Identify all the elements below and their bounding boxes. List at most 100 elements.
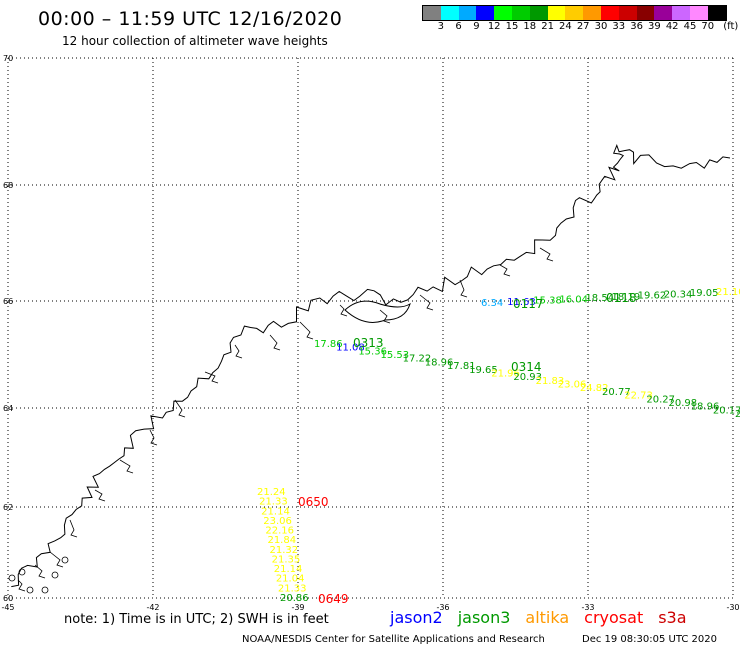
color-swatch — [565, 6, 584, 20]
color-swatch — [583, 6, 601, 20]
wave-height-value: 20.34 — [664, 289, 693, 300]
footer-note: note: 1) Time is in UTC; 2) SWH is in fe… — [64, 612, 329, 627]
latitude-label: 68 — [3, 181, 13, 190]
color-swatch — [547, 6, 566, 20]
wave-height-value: 21.14 — [274, 564, 303, 575]
fjord — [69, 519, 78, 538]
fjord — [499, 264, 511, 277]
color-scale-labels: 3 6 9 12 15 18 21 24 27 30 33 36 39 42 45 70 (ft) — [422, 21, 740, 35]
islet — [8, 574, 16, 582]
fjord — [299, 321, 314, 340]
wave-height-value: 21.83 — [536, 376, 565, 387]
color-scale-label: 12 — [487, 21, 501, 32]
wave-height-value: 20.86 — [280, 593, 309, 604]
color-scale-label: 18 — [523, 21, 537, 32]
color-scale-label: 6 — [455, 21, 462, 32]
islet — [41, 586, 49, 594]
fjord — [94, 489, 106, 502]
latitude-label: 64 — [3, 404, 13, 413]
color-swatch — [511, 6, 530, 20]
wave-height-value: 15.38 — [533, 296, 562, 307]
axis-labels: -45 -42 -39 -36 -33 -30 70 68 66 64 62 60 — [1, 54, 739, 612]
color-scale-bar — [422, 5, 727, 21]
fjord — [379, 309, 391, 324]
pass-time-label: 0117 — [513, 297, 544, 311]
pass-time-label: 0314 — [511, 360, 542, 374]
longitude-label: -45 — [1, 603, 14, 612]
pass-time-label: 0313 — [353, 336, 384, 350]
wave-height-value: 15.36 — [358, 346, 387, 357]
latitude-label: 60 — [3, 594, 13, 603]
wave-height-value: 18.54 — [585, 293, 614, 304]
wave-height-value: 21.10 — [716, 287, 740, 298]
color-swatch — [476, 6, 495, 20]
color-scale-label: 27 — [576, 21, 590, 32]
pass-time-label: 0650 — [298, 495, 329, 509]
longitude-label: -36 — [436, 603, 449, 612]
wave-height-value: 21.33 — [259, 497, 288, 508]
wave-height-value: 17.22 — [403, 354, 432, 365]
satellite-legend: jason2 jason3 altika cryosat s3a — [390, 608, 687, 627]
color-scale-label: 70 — [701, 21, 715, 32]
wave-height-value: 22.16 — [265, 526, 294, 537]
latitude-label: 70 — [3, 54, 13, 63]
wave-height-value: 17.81 — [447, 361, 476, 372]
color-swatch — [440, 6, 459, 20]
fjord — [149, 429, 158, 446]
color-swatch — [672, 6, 690, 20]
color-scale-unit: (ft) — [723, 21, 739, 32]
islet — [61, 556, 69, 564]
wave-height-value: 20.93 — [513, 372, 542, 383]
wave-height-value: 20.17 — [713, 405, 740, 416]
wave-height-value: 20.77 — [602, 387, 631, 398]
satellite-legend-cryosat: cryosat — [584, 608, 644, 627]
wave-height-value: 22.73 — [624, 391, 653, 402]
lat-lon-grid — [7, 57, 734, 599]
fjord — [174, 399, 186, 418]
color-swatch — [707, 6, 726, 20]
color-scale-label: 30 — [594, 21, 608, 32]
wave-height-value: 21.04 — [276, 574, 305, 585]
wave-height-value: 11.63 — [507, 297, 536, 308]
coastline — [11, 143, 731, 588]
fjord — [17, 579, 26, 592]
islet — [51, 571, 59, 579]
footer-credit: NOAA/NESDIS Center for Satellite Applica… — [242, 634, 545, 645]
color-swatch — [529, 6, 548, 20]
color-scale-label: 36 — [630, 21, 643, 32]
wave-height-value: 16.04 — [559, 294, 588, 305]
wave-height-value: 18.96 — [691, 402, 720, 413]
wave-height-value: 6.34 — [481, 298, 503, 309]
satellite-legend-altika: altika — [525, 608, 570, 627]
latitude-label: 62 — [3, 503, 13, 512]
color-swatch — [636, 6, 655, 20]
greenland-coastline — [8, 143, 731, 594]
island — [344, 300, 411, 323]
color-scale-label: 3 — [437, 21, 444, 32]
color-swatch — [423, 6, 441, 20]
wave-height-value: 19.62 — [638, 291, 667, 302]
wave-height-value: 23.06 — [263, 516, 292, 527]
altimeter-tracks: 21.2421.3321.1423.0622.1621.8421.3221.35… — [257, 287, 740, 606]
fjord — [49, 551, 64, 568]
longitude-label: -39 — [291, 603, 304, 612]
fjord — [459, 279, 468, 298]
wave-height-value: 24.82 — [580, 383, 609, 394]
map-title: 00:00 – 11:59 UTC 12/16/2020 — [38, 8, 343, 30]
wave-height-value: 19.05 — [690, 288, 719, 299]
fjord — [419, 294, 434, 311]
color-scale-label: 24 — [559, 21, 572, 32]
satellite-legend-jason3: jason3 — [457, 608, 511, 627]
wave-height-value: 11.08 — [336, 343, 365, 354]
islet — [26, 586, 34, 594]
fjord — [119, 459, 134, 474]
fjord — [34, 564, 46, 579]
map-subtitle: 12 hour collection of altimeter wave hei… — [62, 34, 328, 48]
wave-height-value: 20.98 — [669, 398, 698, 409]
color-scale-label: 9 — [473, 21, 480, 32]
satellite-legend-jason2: jason2 — [390, 608, 443, 627]
fjord — [234, 344, 243, 359]
color-scale-label: 21 — [541, 21, 554, 32]
pass-time-label: 0649 — [318, 592, 349, 606]
color-swatch — [618, 6, 637, 20]
